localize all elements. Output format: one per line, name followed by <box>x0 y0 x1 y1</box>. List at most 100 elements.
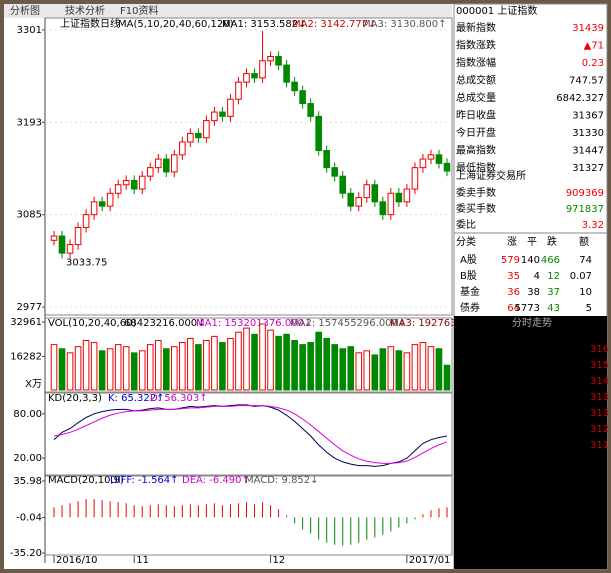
candle-body <box>323 150 330 169</box>
label: 0.23 <box>582 58 604 69</box>
volume-bar <box>195 344 202 391</box>
volume-bar <box>146 344 154 391</box>
volume-bar <box>395 350 403 391</box>
volume-bar <box>154 339 162 391</box>
y-tick-label: 313 <box>590 408 609 419</box>
volume-bar <box>371 354 379 391</box>
label: MA2: 157455296.000↓ <box>290 318 406 329</box>
volume-bar <box>347 346 355 391</box>
label: DEA: -6.490↑ <box>182 475 250 486</box>
candle-body <box>162 158 170 173</box>
toolbar <box>4 4 452 18</box>
label: 38 <box>527 287 540 298</box>
candle-body <box>154 158 162 169</box>
candle-body <box>307 103 314 117</box>
candle-body <box>122 179 130 186</box>
toolbar-tab: 分析图 <box>10 4 40 17</box>
candle-body <box>443 162 451 172</box>
label: KD(20,3,3) <box>48 393 102 404</box>
label: ▲71 <box>584 41 604 52</box>
label: 最新指数 <box>456 21 496 34</box>
candle-body <box>219 111 226 117</box>
label: 37 <box>547 287 560 298</box>
volume-bar <box>203 339 210 391</box>
label: 31327 <box>572 163 604 174</box>
volume-bar <box>171 346 178 391</box>
volume-bar <box>259 323 266 391</box>
label: MA3: 19276353 <box>390 318 469 329</box>
candle-body <box>243 73 250 83</box>
volume-bar <box>435 348 443 391</box>
label: 基金 <box>460 285 480 298</box>
candle-body <box>427 154 435 160</box>
label: 43 <box>547 303 560 314</box>
label: 909369 <box>566 188 604 199</box>
y-tick-label: 316 <box>590 344 609 355</box>
y-tick-label: 311 <box>590 440 609 451</box>
volume-bar <box>323 337 330 391</box>
volume-bar <box>339 348 347 391</box>
label: 3.32 <box>582 220 604 231</box>
candle-body <box>387 192 395 216</box>
label: 委卖手数 <box>456 186 496 199</box>
candle-body <box>130 179 138 190</box>
candle-body <box>339 175 347 194</box>
label: 昨日收盘 <box>456 109 496 122</box>
volume-bar <box>66 352 74 391</box>
label: 5773 <box>515 303 540 314</box>
y-tick-label: 2977 <box>17 302 42 313</box>
candle-body <box>371 184 379 203</box>
toolbar-tab: 技术分析 <box>65 4 105 17</box>
label: MACD(20,10,9) <box>48 475 124 486</box>
candle-body <box>363 184 371 199</box>
intraday-panel <box>454 316 607 569</box>
volume-bar <box>443 364 451 391</box>
label: 68423216.000↓ <box>124 318 206 329</box>
label: 额 <box>579 235 589 248</box>
label: 债券 <box>460 301 480 314</box>
label: 31330 <box>572 128 604 139</box>
label: 36 <box>507 287 520 298</box>
toolbar-tab: F10资料 <box>120 4 158 17</box>
volume-bar <box>331 344 339 391</box>
candle-body <box>138 175 146 190</box>
volume-bar <box>403 352 411 391</box>
candle-body <box>411 167 419 190</box>
label: B股 <box>460 270 477 282</box>
label: 分时走势 <box>512 316 552 329</box>
label: MA1: 3153.582↓ <box>222 19 306 30</box>
label: 平 <box>527 237 537 248</box>
y-tick-label: 314 <box>590 376 609 387</box>
candle-body <box>435 154 443 164</box>
candle-body <box>98 201 106 207</box>
candle-body <box>379 201 387 216</box>
candle-body <box>299 90 306 105</box>
label: MACD: 9.852↓ <box>245 475 319 486</box>
candle-body <box>419 158 427 169</box>
label: 140 <box>521 255 540 266</box>
kd-line <box>53 405 448 464</box>
volume-bar <box>387 346 395 391</box>
x-tick-label: 2017/01 <box>409 555 451 566</box>
volume-bar <box>355 352 363 391</box>
label: 涨 <box>507 236 517 248</box>
volume-bar <box>219 342 226 391</box>
annotation: 3033.75 <box>66 257 107 268</box>
label: 委比 <box>456 218 476 231</box>
x-tick-label: 12 <box>273 555 286 566</box>
volume-bar <box>419 342 427 391</box>
volume-bar <box>82 339 90 391</box>
volume-bar <box>291 339 298 391</box>
candle-body <box>203 120 210 139</box>
candle-body <box>235 81 242 100</box>
candle-body <box>267 56 274 62</box>
candle-body <box>347 192 355 207</box>
label: D: 56.303↑ <box>150 393 208 404</box>
candle-body <box>114 184 122 194</box>
label: 跌 <box>547 235 557 248</box>
label: MA(5,10,20,40,60,120) <box>118 19 234 30</box>
volume-bar <box>251 333 258 391</box>
label: 747.57 <box>569 76 604 87</box>
